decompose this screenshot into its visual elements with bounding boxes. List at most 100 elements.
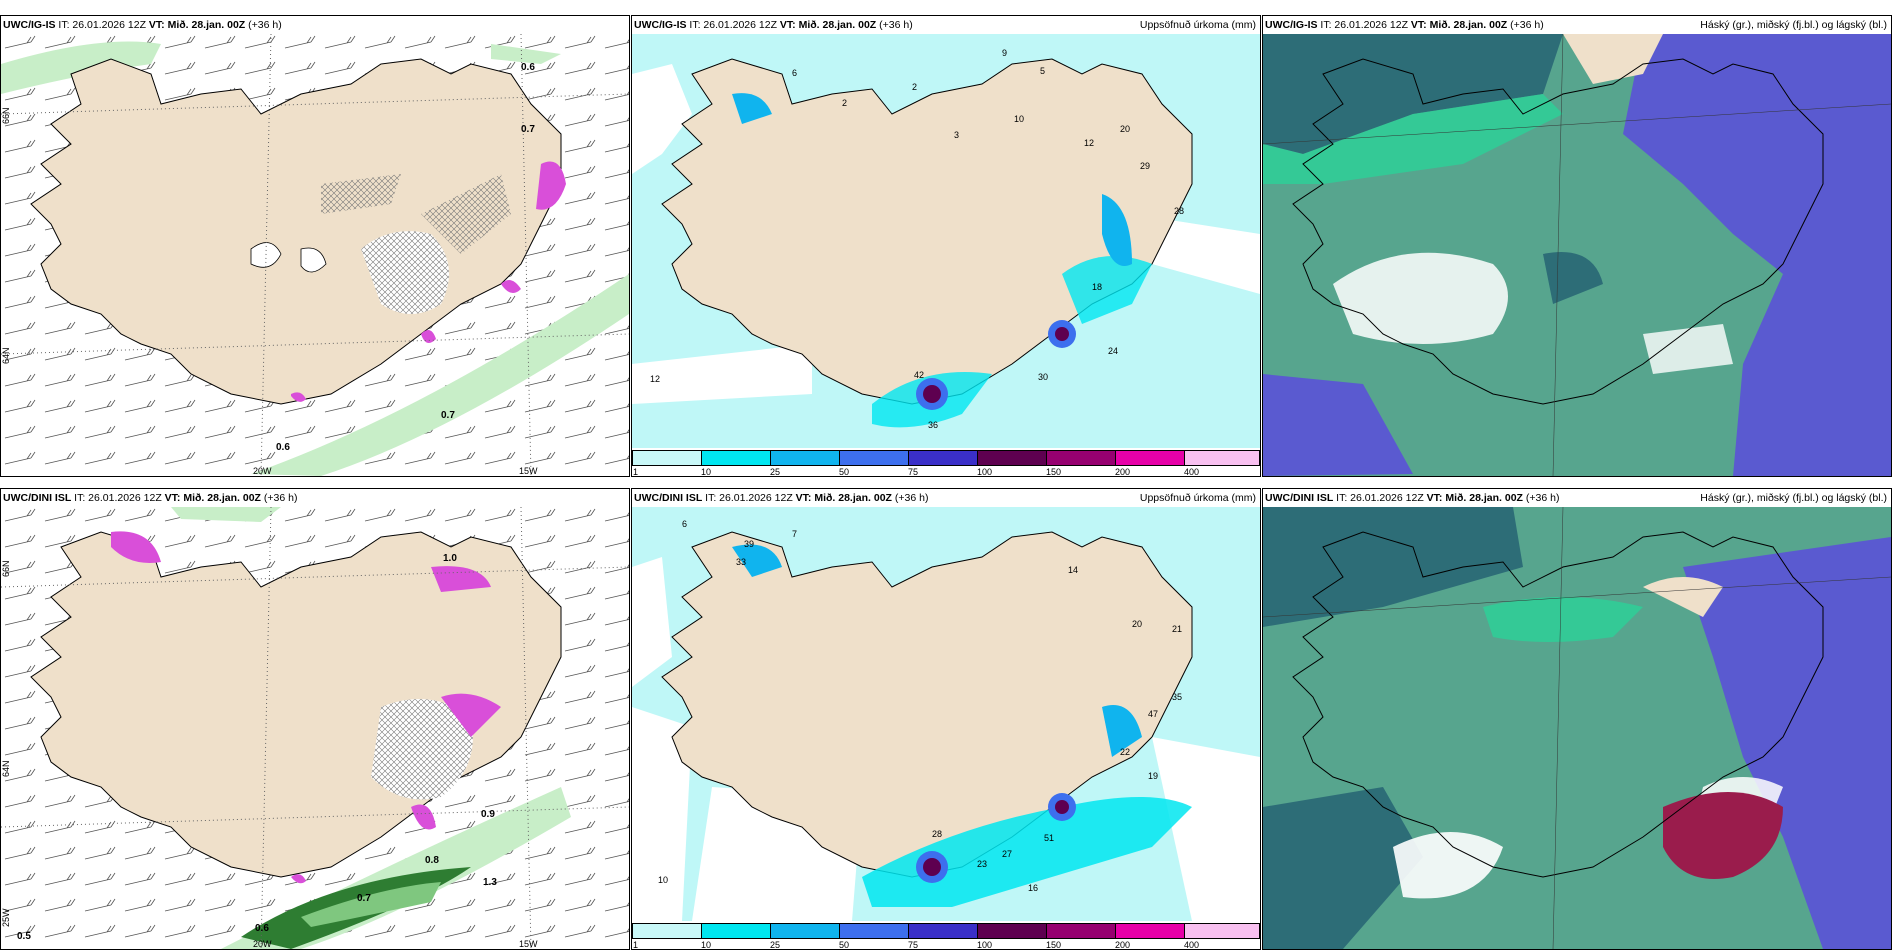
lon-label-20w: 20W [253, 939, 272, 949]
lead-time: (+36 h) [1525, 492, 1560, 504]
precip-map: 6 7 39 33 14 20 21 47 35 22 19 51 27 23 … [632, 507, 1260, 921]
colorbar-swatch [908, 450, 978, 466]
wind-value: 0.5 [17, 931, 31, 942]
precip-value: 23 [977, 859, 987, 869]
colorbar-label: 1 [633, 467, 639, 477]
model-name: UWC/IG-IS [1265, 19, 1318, 31]
cloud-map [1263, 507, 1891, 949]
model-name: UWC/IG-IS [3, 19, 56, 31]
precip-value: 20 [1120, 124, 1130, 134]
colorbar-label: 150 [1046, 940, 1062, 950]
colorbar-swatch [1046, 450, 1116, 466]
init-time: IT: 26.01.2026 12Z [689, 19, 777, 31]
precip-value: 36 [928, 420, 938, 430]
colorbar-swatch [1115, 450, 1185, 466]
valid-time: Mið. 28.jan. 00Z [167, 19, 246, 31]
colorbar-swatch [1115, 923, 1185, 939]
colorbar-swatch [1184, 923, 1260, 939]
panel-wind-bottom: UWC/DINI ISL IT: 26.01.2026 12Z VT: Mið.… [0, 488, 630, 950]
precip-value: 16 [1028, 883, 1038, 893]
valid-label: VT: [148, 19, 165, 31]
colorbar-swatch [908, 923, 978, 939]
precip-value: 7 [792, 529, 797, 539]
precip-value: 10 [1014, 114, 1024, 124]
lon-label-15w: 15W [519, 939, 538, 949]
precip-value: 14 [1068, 565, 1078, 575]
model-name: UWC/DINI ISL [3, 492, 72, 504]
wind-value: 1.3 [483, 877, 497, 888]
precip-value: 20 [1132, 619, 1142, 629]
wind-value: 0.8 [425, 855, 439, 866]
colorbar-label: 1 [633, 940, 639, 950]
colorbar-swatch [632, 923, 702, 939]
panel-wind-top: UWC/IG-IS IT: 26.01.2026 12Z VT: Mið. 28… [0, 15, 630, 477]
colorbar: 1 10 25 50 75 100 150 200 400 [632, 921, 1260, 950]
panel-title: UWC/IG-IS IT: 26.01.2026 12Z VT: Mið. 28… [632, 16, 1260, 34]
precip-value: 12 [650, 374, 660, 384]
colorbar-label: 200 [1115, 467, 1131, 477]
panel-title: UWC/IG-IS IT: 26.01.2026 12Z VT: Mið. 28… [1263, 16, 1891, 34]
valid-time: Mið. 28.jan. 00Z [814, 492, 892, 504]
precip-value: 6 [792, 68, 797, 78]
colorbar-swatch [770, 923, 840, 939]
precip-value: 35 [1172, 692, 1182, 702]
colorbar-label: 400 [1184, 467, 1200, 477]
lead-time: (+36 h) [263, 492, 298, 504]
wind-value: 0.7 [357, 893, 371, 904]
colorbar-label: 50 [839, 467, 850, 477]
precip-value: 10 [658, 875, 668, 885]
panel-title: UWC/DINI ISL IT: 26.01.2026 12Z VT: Mið.… [632, 489, 1260, 507]
lon-label-15w: 15W [519, 466, 538, 476]
valid-label: VT: [779, 19, 796, 31]
valid-time: Mið. 28.jan. 00Z [1445, 492, 1523, 504]
valid-time: Mið. 28.jan. 00Z [1429, 19, 1508, 31]
colorbar-label: 100 [977, 940, 993, 950]
wind-map: 66N 64N 25W 20W 15W 1.0 0.9 0.8 0.7 1.3 … [1, 507, 629, 949]
wind-value: 0.6 [276, 442, 290, 453]
precip-value: 2 [912, 82, 917, 92]
colorbar-label: 75 [908, 940, 919, 950]
precip-value: 19 [1148, 771, 1158, 781]
precip-map: 6 2 2 9 5 3 10 12 20 29 28 18 24 30 36 4… [632, 34, 1260, 448]
lead-time: (+36 h) [894, 492, 929, 504]
lat-label-64: 64N [1, 347, 11, 364]
colorbar-label: 150 [1046, 467, 1062, 477]
colorbar-label: 25 [770, 467, 781, 477]
precip-value: 51 [1044, 833, 1054, 843]
precip-value: 29 [1140, 161, 1150, 171]
colorbar-swatch [632, 450, 702, 466]
model-name: UWC/DINI ISL [1265, 492, 1334, 504]
precip-value: 47 [1148, 709, 1158, 719]
init-time: IT: 26.01.2026 12Z [705, 492, 793, 504]
init-time: IT: 26.01.2026 12Z [74, 492, 162, 504]
precip-value: 28 [932, 829, 942, 839]
colorbar: 1 10 25 50 75 100 150 200 400 [632, 448, 1260, 477]
precip-value: 28 [1174, 206, 1184, 216]
precip-value: 2 [842, 98, 847, 108]
wind-value: 0.9 [481, 809, 495, 820]
precip-value: 9 [1002, 48, 1007, 58]
cloud-map [1263, 34, 1891, 476]
panel-cloud-bottom: UWC/DINI ISL IT: 26.01.2026 12Z VT: Mið.… [1262, 488, 1892, 950]
field-title: Háský (gr.), miðský (fj.bl.) og lágský (… [1700, 492, 1887, 504]
wind-value: 0.7 [521, 124, 535, 135]
lead-time: (+36 h) [248, 19, 282, 31]
panel-title: UWC/IG-IS IT: 26.01.2026 12Z VT: Mið. 28… [1, 16, 629, 34]
colorbar-swatch [701, 450, 771, 466]
precip-value: 39 [744, 539, 754, 549]
precip-value: 6 [682, 519, 687, 529]
colorbar-swatch [701, 923, 771, 939]
colorbar-swatch [839, 923, 909, 939]
precip-value: 27 [1002, 849, 1012, 859]
precip-value: 22 [1120, 747, 1130, 757]
colorbar-swatch [839, 450, 909, 466]
lat-label-63: 25W [1, 908, 11, 927]
panel-title: UWC/DINI ISL IT: 26.01.2026 12Z VT: Mið.… [1263, 489, 1891, 507]
valid-label: VT: [795, 492, 812, 504]
lead-time: (+36 h) [1510, 19, 1544, 31]
field-title: Uppsöfnuð úrkoma (mm) [1139, 492, 1256, 504]
precip-value: 42 [914, 370, 924, 380]
init-time: IT: 26.01.2026 12Z [1336, 492, 1424, 504]
init-time: IT: 26.01.2026 12Z [58, 19, 146, 31]
colorbar-label: 100 [977, 467, 993, 477]
